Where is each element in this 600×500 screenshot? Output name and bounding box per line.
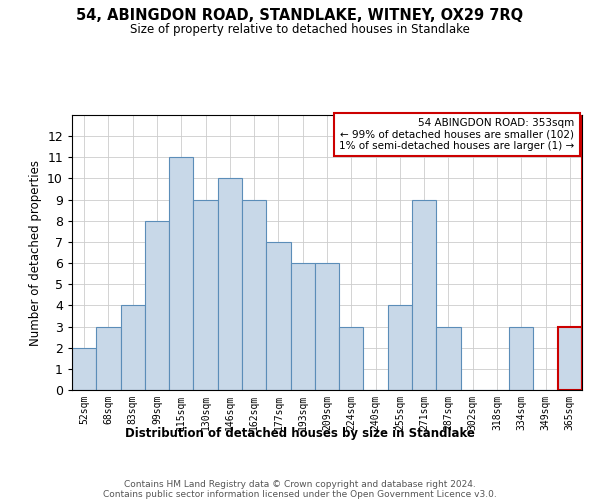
Text: Size of property relative to detached houses in Standlake: Size of property relative to detached ho…: [130, 22, 470, 36]
Bar: [339, 326, 364, 390]
Bar: [218, 178, 242, 390]
Text: 54, ABINGDON ROAD, STANDLAKE, WITNEY, OX29 7RQ: 54, ABINGDON ROAD, STANDLAKE, WITNEY, OX…: [76, 8, 524, 22]
Text: Distribution of detached houses by size in Standlake: Distribution of detached houses by size …: [125, 428, 475, 440]
Bar: [436, 326, 461, 390]
Bar: [558, 326, 582, 390]
Bar: [72, 348, 96, 390]
Bar: [242, 200, 266, 390]
Y-axis label: Number of detached properties: Number of detached properties: [29, 160, 41, 346]
Bar: [193, 200, 218, 390]
Bar: [388, 306, 412, 390]
Bar: [315, 263, 339, 390]
Bar: [96, 326, 121, 390]
Bar: [121, 306, 145, 390]
Text: 54 ABINGDON ROAD: 353sqm
← 99% of detached houses are smaller (102)
1% of semi-d: 54 ABINGDON ROAD: 353sqm ← 99% of detach…: [339, 118, 574, 151]
Bar: [266, 242, 290, 390]
Bar: [145, 221, 169, 390]
Bar: [509, 326, 533, 390]
Bar: [412, 200, 436, 390]
Bar: [290, 263, 315, 390]
Bar: [169, 158, 193, 390]
Text: Contains HM Land Registry data © Crown copyright and database right 2024.
Contai: Contains HM Land Registry data © Crown c…: [103, 480, 497, 500]
